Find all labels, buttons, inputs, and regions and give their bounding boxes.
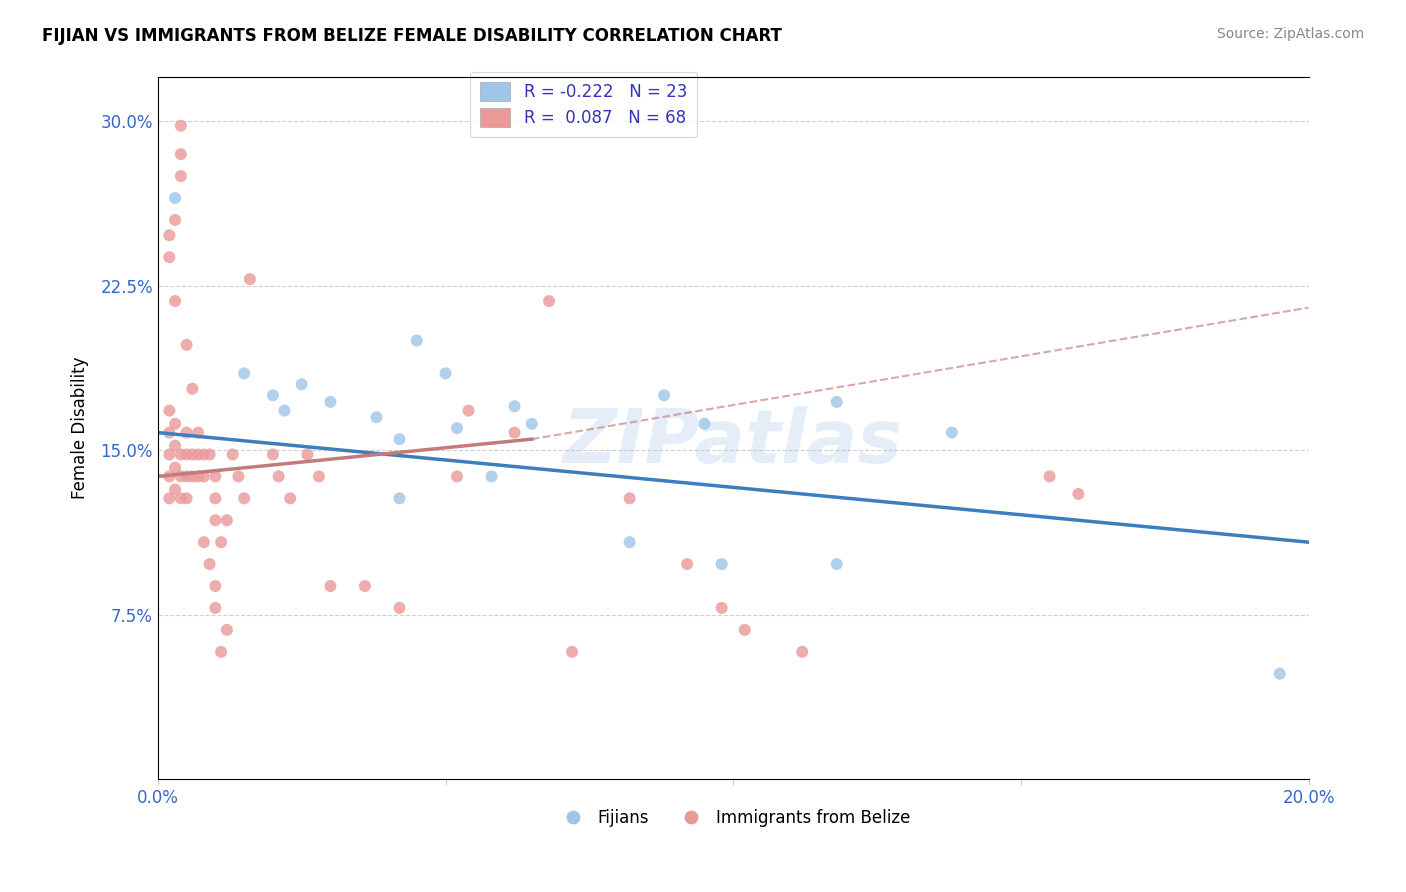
Point (165, 460, 187, 475)
Point (792, 645, 814, 659)
Point (693, 417, 716, 431)
Point (291, 377, 314, 392)
Point (1268, 666, 1291, 681)
Point (187, 425, 209, 440)
Point (734, 623, 756, 637)
Point (204, 579, 226, 593)
Point (170, 169, 193, 183)
Point (165, 213, 187, 227)
Point (193, 535, 215, 549)
Point (170, 491, 193, 506)
Point (273, 403, 295, 417)
Point (538, 293, 561, 308)
Point (157, 491, 180, 506)
Point (278, 491, 301, 506)
Point (215, 513, 238, 527)
Point (619, 535, 641, 549)
Point (176, 338, 198, 352)
Legend: Fijians, Immigrants from Belize: Fijians, Immigrants from Belize (550, 803, 917, 834)
Point (165, 293, 187, 308)
Point (170, 448, 193, 462)
Point (209, 645, 232, 659)
Point (366, 410, 388, 425)
Point (520, 417, 543, 431)
Point (181, 448, 204, 462)
Point (165, 439, 187, 453)
Point (652, 388, 675, 402)
Point (446, 469, 468, 483)
Point (209, 535, 232, 549)
Point (388, 601, 411, 615)
Point (446, 421, 468, 435)
Point (198, 448, 221, 462)
Point (297, 448, 319, 462)
Point (181, 469, 204, 483)
Y-axis label: Female Disability: Female Disability (72, 357, 89, 500)
Point (825, 395, 848, 409)
Point (187, 448, 209, 462)
Point (319, 395, 342, 409)
Point (170, 147, 193, 161)
Point (1039, 469, 1062, 483)
Point (710, 557, 733, 571)
Point (434, 367, 457, 381)
Point (405, 334, 427, 348)
Point (221, 448, 243, 462)
Point (176, 469, 198, 483)
Point (204, 469, 226, 483)
Point (354, 579, 377, 593)
Point (157, 228, 180, 243)
Point (204, 491, 226, 506)
Text: ZIPatlas: ZIPatlas (564, 406, 903, 479)
Point (710, 601, 733, 615)
Point (176, 491, 198, 506)
Point (157, 469, 180, 483)
Point (239, 272, 262, 286)
Point (825, 557, 848, 571)
Point (388, 432, 411, 446)
Point (204, 601, 226, 615)
Point (233, 367, 256, 381)
Text: FIJIAN VS IMMIGRANTS FROM BELIZE FEMALE DISABILITY CORRELATION CHART: FIJIAN VS IMMIGRANTS FROM BELIZE FEMALE … (42, 27, 782, 45)
Point (157, 403, 180, 417)
Point (388, 491, 411, 506)
Point (193, 448, 215, 462)
Point (165, 191, 187, 205)
Point (503, 399, 526, 413)
Point (165, 417, 187, 431)
Point (308, 469, 330, 483)
Point (503, 425, 526, 440)
Point (319, 579, 342, 593)
Point (457, 403, 479, 417)
Point (157, 448, 180, 462)
Point (676, 557, 699, 571)
Point (198, 557, 221, 571)
Point (157, 250, 180, 264)
Point (176, 448, 198, 462)
Point (187, 469, 209, 483)
Point (267, 469, 290, 483)
Point (941, 425, 963, 440)
Point (181, 382, 204, 396)
Point (165, 483, 187, 497)
Point (204, 513, 226, 527)
Point (619, 491, 641, 506)
Point (170, 469, 193, 483)
Point (262, 388, 284, 402)
Point (193, 469, 215, 483)
Point (215, 623, 238, 637)
Point (481, 469, 503, 483)
Text: Source: ZipAtlas.com: Source: ZipAtlas.com (1216, 27, 1364, 41)
Point (561, 645, 583, 659)
Point (170, 119, 193, 133)
Point (157, 425, 180, 440)
Point (233, 491, 256, 506)
Point (262, 448, 284, 462)
Point (176, 425, 198, 440)
Point (1067, 487, 1090, 501)
Point (228, 469, 250, 483)
